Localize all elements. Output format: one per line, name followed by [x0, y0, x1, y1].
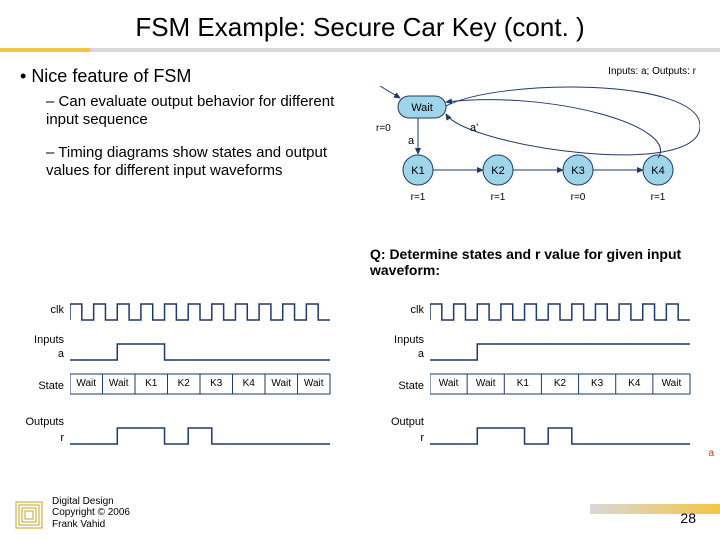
- page-title: FSM Example: Secure Car Key (cont. ): [0, 12, 720, 43]
- wave-a-l: [70, 340, 350, 364]
- edge-self-label: a': [470, 122, 478, 134]
- svg-text:K3: K3: [571, 165, 584, 177]
- state-row-r: WaitWaitK1K2K3K4Wait: [430, 378, 690, 389]
- label-state-l: State: [20, 380, 64, 392]
- state-cell: Wait: [103, 378, 136, 389]
- fsm-io-label: Inputs: a; Outputs: r: [608, 66, 696, 77]
- annotation-a: a: [708, 448, 714, 459]
- svg-text:r=1: r=1: [411, 192, 426, 203]
- svg-text:K2: K2: [491, 165, 504, 177]
- label-a-l: a: [20, 348, 64, 360]
- subbullet-2: Timing diagrams show states and output v…: [46, 144, 327, 179]
- svg-text:r=1: r=1: [651, 192, 666, 203]
- label-inputs-r: Inputs: [380, 334, 424, 346]
- title-underline: [0, 48, 720, 52]
- subbullet-1: Can evaluate output behavior for differe…: [46, 93, 334, 128]
- state-cell: Wait: [265, 378, 298, 389]
- edge-init: [380, 86, 400, 98]
- page-number: 28: [680, 510, 696, 526]
- state-cell: Wait: [70, 378, 103, 389]
- bullet-text: Nice feature of FSM: [31, 66, 191, 86]
- fsm-diagram: Inputs: a; Outputs: r Wait r=0 a' a K1 r=…: [370, 66, 700, 236]
- footer-text: Digital Design Copyright © 2006 Frank Va…: [52, 496, 130, 531]
- svg-text:K1: K1: [411, 165, 424, 177]
- state-wait-label: Wait: [411, 102, 433, 114]
- edge-wait-self: [446, 87, 700, 155]
- question-text: Q: Determine states and r value for give…: [370, 246, 700, 278]
- svg-text:K4: K4: [651, 165, 664, 177]
- wave-r-l: [70, 424, 350, 448]
- svg-text:r=0: r=0: [571, 192, 586, 203]
- fsm-svg: Wait r=0 a' a K1 r=1 K2 r=1 K3 r=0 K4 r=1: [370, 86, 700, 236]
- edge-a-label: a: [408, 135, 415, 147]
- state-cell: K2: [541, 378, 578, 389]
- footer-line2: Copyright © 2006: [52, 507, 130, 518]
- label-output-r: Output: [380, 416, 424, 428]
- svg-text:r=1: r=1: [491, 192, 506, 203]
- label-clk-r: clk: [380, 304, 424, 316]
- label-r-l: r: [20, 432, 64, 444]
- state-cell: K1: [135, 378, 168, 389]
- state-cell: Wait: [653, 378, 690, 389]
- footer-logo: [14, 500, 44, 530]
- timing-right: clk Inputs a State WaitWaitK1K2K3K4Wait …: [380, 300, 710, 470]
- timing-left: clk Inputs a State WaitWaitK1K2K3K4WaitW…: [20, 300, 350, 470]
- state-cell: K3: [200, 378, 233, 389]
- state-row-l: WaitWaitK1K2K3K4WaitWait: [70, 378, 330, 389]
- label-r-r: r: [380, 432, 424, 444]
- bullet-list: • Nice feature of FSM – Can evaluate out…: [20, 66, 350, 195]
- state-cell: Wait: [430, 378, 467, 389]
- state-cell: Wait: [298, 378, 331, 389]
- wave-a-r: [430, 340, 710, 364]
- state-cell: K2: [168, 378, 201, 389]
- label-outputs-l: Outputs: [20, 416, 64, 428]
- wave-clk-l: [70, 300, 350, 324]
- label-state-r: State: [380, 380, 424, 392]
- wave-r-r: [430, 424, 710, 448]
- footer-line1: Digital Design: [52, 496, 114, 507]
- footer-line3: Frank Vahid: [52, 519, 105, 530]
- state-cell: K1: [504, 378, 541, 389]
- state-cell: K4: [616, 378, 653, 389]
- label-a-r: a: [380, 348, 424, 360]
- label-inputs-l: Inputs: [20, 334, 64, 346]
- state-cell: Wait: [467, 378, 504, 389]
- footer-stripe: [590, 504, 720, 514]
- wait-output: r=0: [376, 123, 391, 134]
- state-cell: K3: [579, 378, 616, 389]
- label-clk-l: clk: [20, 304, 64, 316]
- wave-clk-r: [430, 300, 710, 324]
- state-cell: K4: [233, 378, 266, 389]
